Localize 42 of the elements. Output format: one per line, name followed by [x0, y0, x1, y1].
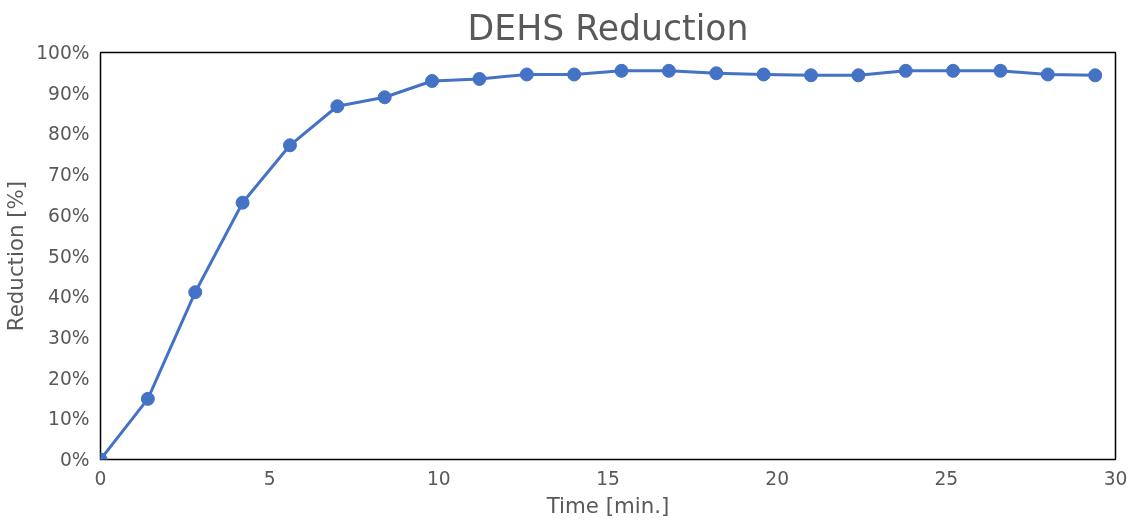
point	[851, 68, 866, 83]
y-tick-label: 60%	[48, 204, 90, 226]
y-tick-label: 0%	[59, 449, 90, 470]
point	[330, 99, 345, 114]
y-tick-label: 90%	[48, 82, 90, 104]
y-tick-label: 70%	[48, 164, 90, 186]
point	[519, 67, 534, 82]
y-tick-label: 30%	[48, 326, 90, 348]
point	[472, 71, 487, 86]
point	[567, 67, 582, 82]
x-tick-label: 5	[263, 467, 276, 489]
point	[1040, 67, 1055, 82]
y-tick-label: 20%	[48, 367, 90, 389]
y-axis-title: Reduction [%]	[3, 180, 29, 332]
x-tick-label: 20	[765, 467, 790, 489]
x-tick-label: 30	[1103, 467, 1128, 489]
x-tick-label: 10	[426, 467, 451, 489]
point	[993, 63, 1008, 78]
point	[140, 391, 155, 406]
point	[661, 63, 676, 78]
point	[235, 195, 250, 210]
x-tick-label: 0	[94, 467, 107, 489]
y-tick-label: 50%	[48, 245, 90, 267]
point	[282, 138, 297, 153]
point	[188, 285, 203, 300]
x-tick-label: 25	[934, 467, 959, 489]
point	[614, 63, 629, 78]
x-tick-label: 15	[596, 467, 620, 489]
point	[709, 66, 724, 81]
y-tick-label: 100%	[36, 42, 90, 63]
point	[898, 63, 913, 78]
point	[1088, 68, 1103, 83]
point	[804, 68, 818, 83]
x-axis-title: Time [min.]	[545, 492, 670, 518]
chart-title: DEHS Reduction	[467, 7, 749, 48]
y-tick-label: 10%	[48, 408, 90, 430]
point	[946, 63, 961, 78]
point	[425, 74, 440, 88]
point	[756, 67, 771, 82]
point	[377, 90, 392, 105]
y-tick-label: 40%	[48, 286, 90, 308]
y-tick-label: 80%	[48, 123, 90, 145]
